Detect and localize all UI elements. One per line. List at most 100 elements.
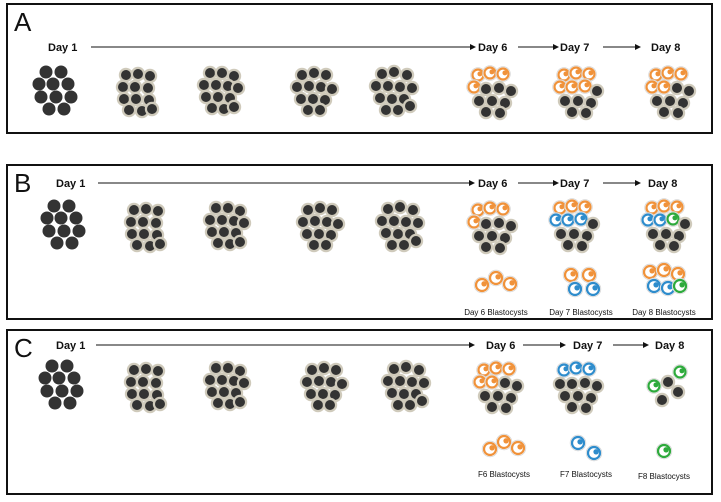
embryo-icon (472, 360, 525, 416)
blastocyst-icon (495, 66, 511, 82)
embryo-icon (380, 359, 432, 413)
caption-day6-blastocysts: Day 6 Blastocysts (464, 308, 528, 317)
blastocyst-icon (581, 361, 597, 377)
blastocyst-icon (671, 277, 689, 295)
panel-letter: C (14, 333, 33, 363)
blastocyst-icon (487, 269, 505, 287)
blastocyst-icon (473, 276, 491, 294)
blastocyst-icon (495, 201, 511, 217)
embryo-icon (32, 65, 78, 116)
caption-f7-blastocysts: F7 Blastocysts (560, 470, 612, 479)
embryo-icon (123, 201, 168, 254)
blastocyst-group (569, 434, 603, 462)
blastocyst-icon (640, 212, 656, 228)
blastocyst-icon (568, 360, 584, 376)
blastocyst-icon (482, 200, 498, 216)
blastocyst-icon (564, 198, 580, 214)
blastocyst-group (473, 269, 519, 294)
caption-day8-blastocysts: Day 8 Blastocysts (632, 308, 696, 317)
label-day7: Day 7 (573, 340, 602, 352)
caption-f8-blastocysts: F8 Blastocysts (638, 472, 690, 481)
panel-c: C Day 1 Day 6 Day 7 Day 8 F6 Blastocysts… (6, 329, 713, 495)
embryo-icon (646, 364, 688, 408)
embryo-icon (368, 64, 420, 118)
blastocyst-icon (656, 198, 672, 214)
blastocyst-icon (665, 211, 681, 227)
blastocyst-icon (482, 65, 498, 81)
embryo-icon (552, 360, 605, 416)
label-day6: Day 6 (478, 178, 507, 190)
caption-day7-blastocysts: Day 7 Blastocysts (549, 308, 613, 317)
embryo-icon (644, 65, 697, 121)
blastocyst-icon (652, 212, 668, 228)
embryo-icon (115, 66, 160, 119)
blastocyst-icon (495, 433, 513, 451)
embryo-icon (202, 200, 252, 252)
embryo-icon (466, 200, 519, 256)
blastocyst-icon (573, 211, 589, 227)
caption-f6-blastocysts: F6 Blastocysts (478, 470, 530, 479)
blastocyst-icon (659, 279, 677, 297)
embryo-icon (640, 198, 693, 254)
blastocyst-icon (569, 434, 587, 452)
blastocyst-icon (656, 79, 672, 95)
blastocyst-group (655, 442, 673, 460)
embryo-icon (552, 65, 605, 121)
blastocyst-icon (552, 79, 568, 95)
blastocyst-icon (481, 440, 499, 458)
blastocyst-icon (566, 280, 584, 298)
embryo-icon (295, 200, 346, 253)
blastocyst-group (481, 433, 527, 458)
panel-c-diagram: Day 1 Day 6 Day 7 Day 8 F6 Blastocysts F… (38, 340, 690, 481)
blastocyst-icon (488, 360, 504, 376)
blastocyst-icon (577, 78, 593, 94)
blastocyst-icon (568, 65, 584, 81)
blastocyst-icon (501, 275, 519, 293)
blastocyst-icon (470, 202, 486, 218)
blastocyst-icon (645, 277, 663, 295)
panel-letter: A (14, 7, 32, 37)
blastocyst-group (562, 266, 602, 298)
blastocyst-icon (484, 374, 500, 390)
blastocyst-icon (584, 280, 602, 298)
blastocyst-icon (501, 361, 517, 377)
blastocyst-icon (585, 444, 603, 462)
embryo-icon (202, 360, 252, 412)
blastocyst-icon (560, 212, 576, 228)
embryo-icon (196, 65, 246, 117)
label-day7: Day 7 (560, 42, 589, 54)
label-day1: Day 1 (56, 340, 85, 352)
blastocyst-icon (655, 442, 673, 460)
label-day1: Day 1 (48, 42, 77, 54)
blastocyst-icon (641, 263, 659, 281)
blastocyst-icon (466, 214, 482, 230)
blastocyst-icon (655, 261, 673, 279)
blastocyst-icon (509, 439, 527, 457)
blastocyst-icon (660, 65, 676, 81)
embryo-icon (40, 199, 86, 250)
label-day8: Day 8 (655, 340, 684, 352)
panel-a: A Day 1 Day 6 Day 7 Day 8 (6, 3, 713, 134)
label-day6: Day 6 (486, 340, 515, 352)
embryo-icon (299, 360, 350, 413)
blastocyst-group (641, 261, 689, 297)
label-day6: Day 6 (478, 42, 507, 54)
blastocyst-icon (564, 79, 580, 95)
label-day1: Day 1 (56, 178, 85, 190)
label-day7: Day 7 (560, 178, 589, 190)
panel-a-diagram: Day 1 Day 6 Day 7 Day 8 (32, 42, 697, 121)
embryo-icon (374, 199, 426, 253)
blastocyst-icon (673, 66, 689, 82)
blastocyst-icon (672, 364, 688, 380)
blastocyst-icon (552, 200, 568, 216)
label-day8: Day 8 (651, 42, 680, 54)
embryo-icon (548, 198, 601, 254)
blastocyst-icon (562, 266, 580, 284)
blastocyst-icon (646, 378, 662, 394)
embryo-icon (289, 65, 340, 118)
panel-b: B Day 1 Day 6 Day 7 Day 8 Day 6 Blastocy… (6, 164, 713, 320)
embryo-icon (38, 359, 84, 410)
panel-letter: B (14, 168, 32, 198)
embryo-icon (123, 361, 168, 414)
blastocyst-icon (580, 266, 598, 284)
